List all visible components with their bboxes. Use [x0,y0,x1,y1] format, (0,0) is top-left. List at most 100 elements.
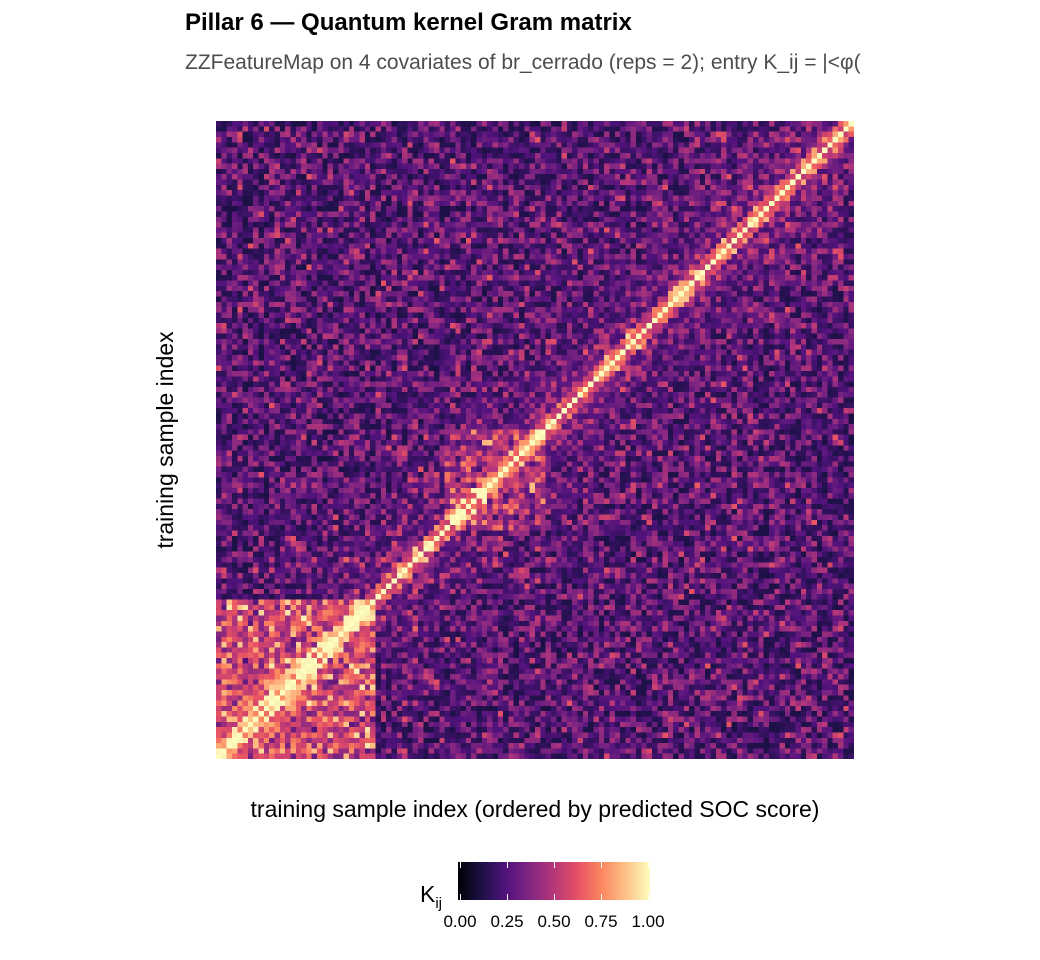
heatmap-cell [747,679,754,685]
heatmap-cell [689,620,695,627]
heatmap-cell [471,647,477,653]
heatmap-cell [476,657,482,664]
heatmap-cell [433,567,440,573]
heatmap-cell [418,546,424,552]
heatmap-cell [226,546,232,552]
heatmap-cell [269,594,275,600]
heatmap-cell [317,721,323,728]
heatmap-cell [705,743,711,749]
heatmap-cell [598,594,605,600]
heatmap-cell [380,689,387,696]
heatmap-cell [678,599,684,605]
heatmap-cell [306,732,312,738]
heatmap-cell [290,663,296,669]
heatmap-cell [455,652,461,659]
heatmap-cell [322,721,328,728]
heatmap-cell [524,721,530,728]
heatmap-cell [848,599,854,605]
heatmap-cell [253,626,259,632]
heatmap-cell [768,626,775,632]
heatmap-cell [816,615,823,621]
heatmap-cell [439,689,445,696]
heatmap-cell [604,578,610,584]
heatmap-cell [508,551,514,558]
heatmap-cell [673,727,679,733]
heatmap-cell [742,684,748,690]
heatmap-cell [768,679,775,685]
heatmap-cell [540,647,546,653]
heatmap-cell [768,556,775,563]
heatmap-cell [588,705,594,712]
heatmap-cell [598,626,605,632]
heatmap-cell [407,679,413,685]
heatmap-cell [503,732,509,738]
heatmap-cell [396,594,403,600]
heatmap-cell [731,594,738,600]
heatmap-cell [630,737,637,744]
heatmap-cell [508,679,514,685]
heatmap-cell [370,647,376,653]
heatmap-cell [625,567,631,573]
heatmap-cell [822,737,828,744]
heatmap-cell [354,546,360,552]
heatmap-cell [673,663,679,669]
heatmap-cell [800,583,807,589]
heatmap-cell [402,604,408,611]
heatmap-cell [375,636,381,643]
heatmap-cell [263,626,270,632]
heatmap-cell [699,753,706,759]
heatmap-cell [726,652,732,659]
heatmap-cell [609,567,615,573]
heatmap-cell [455,631,461,637]
heatmap-cell [800,689,807,696]
heatmap-cell [497,657,504,664]
heatmap-cell [667,705,674,712]
heatmap-cell [816,599,823,605]
heatmap-cell [657,700,663,706]
heatmap-cell [247,753,254,759]
heatmap-cell [433,716,440,722]
heatmap-cell [295,631,302,637]
heatmap-cell [604,663,610,669]
heatmap-cell [800,737,807,744]
heatmap-cell [348,615,355,621]
heatmap-cell [790,700,796,706]
heatmap-cell [391,604,397,611]
heatmap-cell [689,631,695,637]
heatmap-cell [503,748,509,754]
heatmap-cell [630,716,637,722]
heatmap-cell [348,588,355,595]
heatmap-cell [598,604,605,611]
heatmap-cell [625,562,631,568]
heatmap-cell [806,615,812,621]
heatmap-cell [492,610,498,616]
heatmap-cell [800,748,807,754]
heatmap-cell [274,663,280,669]
heatmap-cell [519,588,525,595]
heatmap-cell [747,743,754,749]
heatmap-cell [705,647,711,653]
heatmap-cell [827,551,833,558]
heatmap-cell [806,631,812,637]
heatmap-cell [492,700,498,706]
heatmap-cell [667,572,674,579]
heatmap-cell [513,578,520,584]
heatmap-cell [598,689,605,696]
heatmap-cell [285,652,291,659]
heatmap-cell [683,663,690,669]
heatmap-cell [620,588,626,595]
heatmap-cell [843,583,849,589]
heatmap-cell [726,663,732,669]
heatmap-cell [338,620,344,627]
heatmap-cell [811,689,817,696]
heatmap-cell [577,610,583,616]
heatmap-cell [513,567,520,573]
heatmap-cell [237,631,243,637]
heatmap-cell [269,705,275,712]
heatmap-cell [535,610,541,616]
heatmap-cell [529,599,536,605]
heatmap-cell [604,679,610,685]
heatmap-cell [731,556,738,563]
heatmap-cell [290,652,296,659]
heatmap-cell [327,541,334,547]
